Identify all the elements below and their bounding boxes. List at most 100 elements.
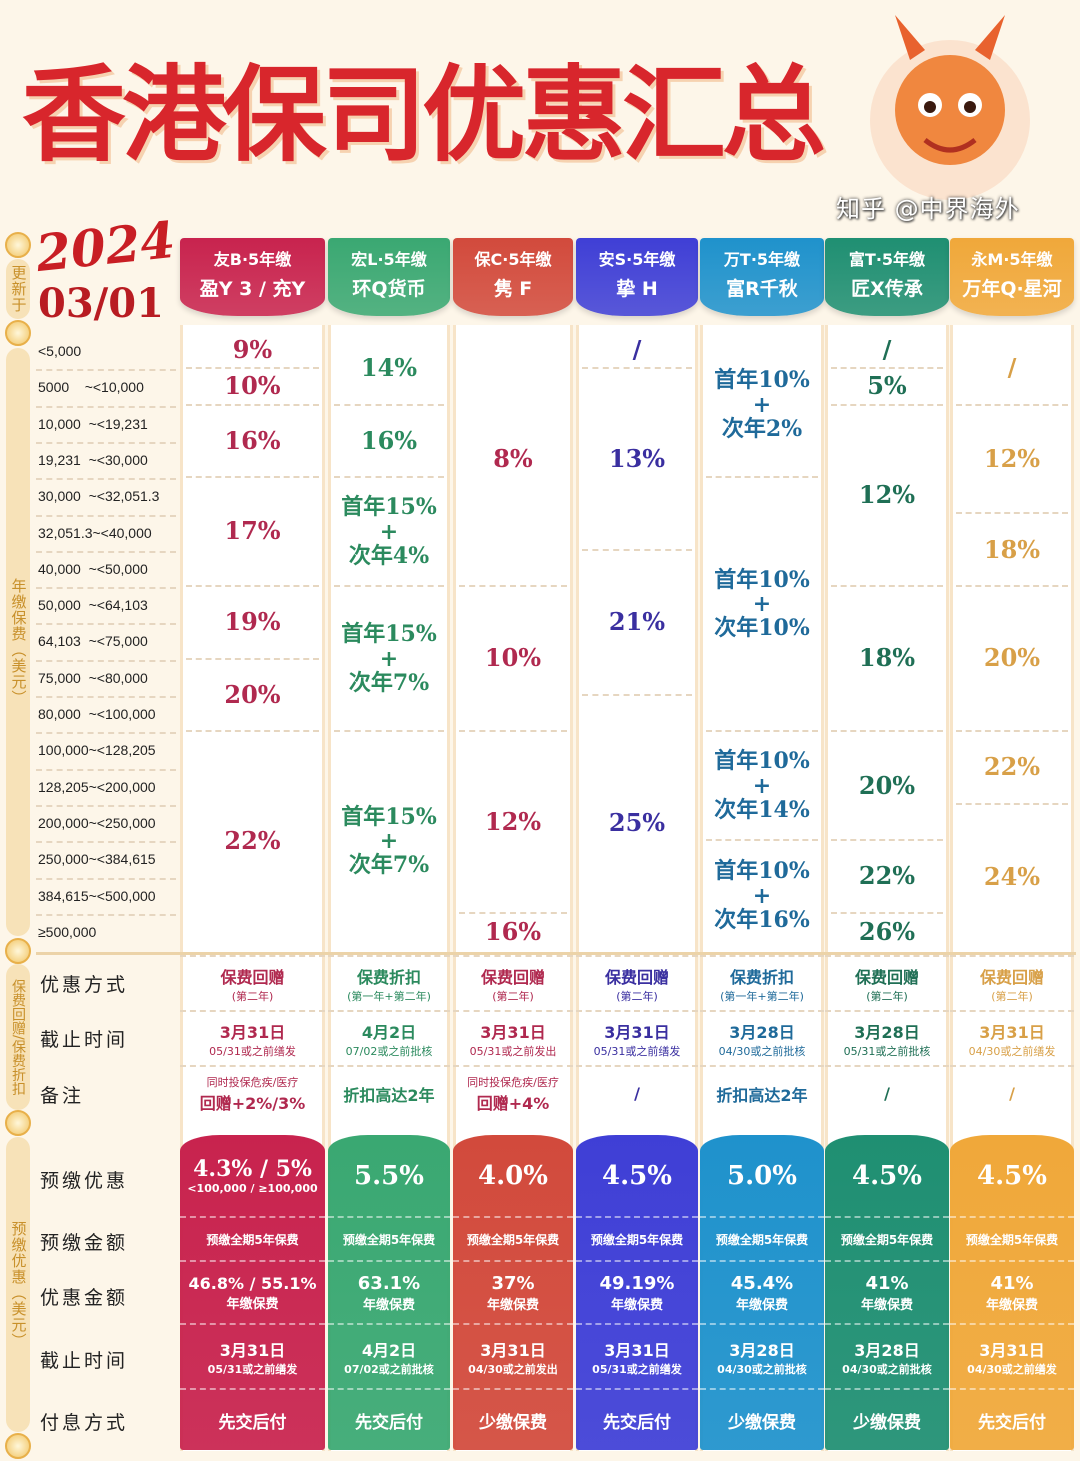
product-plan: 环Q货币 xyxy=(352,278,426,300)
tier-divider xyxy=(36,768,176,771)
prepay-amount-text: 预缴全期5年保费 xyxy=(715,1232,809,1247)
tier-label: 30,000 ~<32,051.3 xyxy=(38,488,160,505)
prepay-amount: 预缴全期5年保费 xyxy=(700,1218,824,1262)
product-plan: 挚 H xyxy=(616,278,658,300)
offer-type: 保费回赠 (第二年) xyxy=(180,955,325,1010)
prepay-benefit-text: 年缴保费 xyxy=(486,1297,539,1313)
prepay-benefit: 45.4% 年缴保费 xyxy=(700,1262,824,1325)
tier-rate-cell: 13% xyxy=(582,369,692,551)
prepay-payout: 先交后付 xyxy=(180,1390,325,1450)
offer-remark: 同时投保危疾/医疗回赠+4% xyxy=(453,1065,573,1120)
offer-remark-main: 折扣高达2年 xyxy=(716,1085,808,1105)
prepay-benefit-text: 46.8% / 55.1% xyxy=(188,1273,317,1293)
prepay-rate-text: 4.5% xyxy=(602,1160,672,1191)
tier-divider xyxy=(36,550,176,553)
prepay-deadline-text: 05/31或之前缮发 xyxy=(207,1362,298,1376)
prepay-benefit: 37% 年缴保费 xyxy=(453,1262,573,1325)
prepay-benefit: 49.19% 年缴保费 xyxy=(576,1262,698,1325)
prepay-payout: 少缴保费 xyxy=(453,1390,573,1450)
prepay-card: 4.5% 预缴全期5年保费 41% 年缴保费 3月31日 04/30或之前缮发 先交后付 xyxy=(950,1135,1074,1450)
prepay-rate-text: 4.3% / 5% xyxy=(193,1156,312,1182)
prepay-deadline: 4月2日 07/02或之前批核 xyxy=(328,1325,450,1390)
prepay-amount-text: 预缴全期5年保费 xyxy=(590,1232,684,1247)
offer-deadline-note: 07/02或之前批核 xyxy=(345,1044,433,1058)
offer-remark-main: / xyxy=(884,1084,890,1103)
tier-label: 40,000 ~<50,000 xyxy=(38,560,148,577)
prepay-rate: 4.5% xyxy=(825,1135,949,1218)
offers-section-label: 保费回赠/保费折扣 xyxy=(6,964,30,1110)
offer-deadline-note: 05/31或之前缮发 xyxy=(209,1044,296,1058)
prepay-amount: 预缴全期5年保费 xyxy=(453,1218,573,1262)
offer-type-main: 保费回赠 xyxy=(220,967,285,987)
offer-deadline-main: 4月2日 xyxy=(361,1022,417,1042)
prepay-rate-text: 5.5% xyxy=(354,1160,424,1191)
update-date: 03/01 xyxy=(38,280,164,327)
tier-label: 80,000 ~<100,000 xyxy=(38,706,156,722)
prepay-deadline-text: 3月31日 xyxy=(979,1340,1045,1360)
prepay-card: 5.0% 预缴全期5年保费 45.4% 年缴保费 3月28日 04/30或之前批核 少缴保费 xyxy=(700,1135,824,1450)
tier-label: 75,000 ~<80,000 xyxy=(38,669,148,686)
tier-rate-cell: 14% xyxy=(334,333,444,406)
offer-deadline-main: 3月28日 xyxy=(854,1022,920,1042)
tier-divider xyxy=(36,659,176,662)
product-header: 保C·5年缴隽 F xyxy=(453,238,573,316)
prepay-card: 5.5% 预缴全期5年保费 63.1% 年缴保费 4月2日 07/02或之前批核 先交后付 xyxy=(328,1135,450,1450)
offer-type-main: 保费回赠 xyxy=(604,967,669,987)
prepay-amount-text: 预缴全期5年保费 xyxy=(342,1232,436,1247)
tier-divider xyxy=(36,913,176,916)
prepay-payout: 先交后付 xyxy=(328,1390,450,1450)
offer-deadline-main: 3月31日 xyxy=(480,1022,546,1042)
tier-rate-cell: 首年10% + 次年2% xyxy=(706,333,818,479)
offer-deadline: 3月28日 05/31或之前批核 xyxy=(825,1010,949,1065)
tier-label: 384,615~<500,000 xyxy=(38,887,156,904)
prepay-deadline: 3月31日 04/30或之前缮发 xyxy=(950,1325,1074,1390)
offer-remark: / xyxy=(576,1065,698,1120)
offer-deadline: 4月2日 07/02或之前批核 xyxy=(328,1010,450,1065)
prepay-rate-text: 4.0% xyxy=(478,1160,548,1191)
offer-type-note: (第二年) xyxy=(991,989,1033,1003)
prepay-payout-text: 先交后付 xyxy=(218,1412,287,1433)
offer-type: 保费回赠 (第二年) xyxy=(576,955,698,1010)
offer-type: 保费回赠 (第二年) xyxy=(825,955,949,1010)
page-title: 香港保司优惠汇总 xyxy=(22,54,826,176)
prepay-benefit-text: 年缴保费 xyxy=(860,1297,913,1313)
prepay-benefit-text: 年缴保费 xyxy=(226,1296,279,1312)
prepay-amount: 预缴全期5年保费 xyxy=(825,1218,949,1262)
prepay-label-payout: 付息方式 xyxy=(40,1412,129,1434)
offer-type: 保费折扣 (第一年+第二年) xyxy=(328,955,450,1010)
product-plan: 匠X传承 xyxy=(851,278,923,300)
prepay-deadline-text: 04/30或之前发出 xyxy=(468,1362,558,1376)
annual-premium-section-label: 年缴保费（美元） xyxy=(6,348,30,936)
offer-deadline: 3月28日 04/30或之前批核 xyxy=(700,1010,824,1065)
prepay-label-rate: 预缴优惠 xyxy=(40,1170,129,1192)
offer-remark: / xyxy=(950,1065,1074,1120)
prepay-benefit-text: 41% xyxy=(865,1272,909,1294)
tier-divider xyxy=(36,841,176,844)
prepay-benefit: 41% 年缴保费 xyxy=(950,1262,1074,1325)
tier-label: 100,000~<128,205 xyxy=(38,742,156,759)
tier-label: 250,000~<384,615 xyxy=(38,851,156,868)
tier-label: 32,051.3~<40,000 xyxy=(38,524,152,541)
tier-label: 128,205~<200,000 xyxy=(38,778,156,795)
tier-divider xyxy=(36,696,176,698)
offer-type-note: (第二年) xyxy=(866,989,908,1003)
tier-rate-cell: 首年10% + 次年16% xyxy=(714,858,810,933)
prepay-deadline-text: 3月28日 xyxy=(729,1340,795,1360)
offer-remark-note: 同时投保危疾/医疗 xyxy=(467,1075,559,1089)
prepay-card: 4.0% 预缴全期5年保费 37% 年缴保费 3月31日 04/30或之前发出 少缴保费 xyxy=(453,1135,573,1450)
tier-divider xyxy=(36,405,176,408)
product-company: 宏L·5年缴 xyxy=(351,250,427,269)
tier-rate-cell: 10% xyxy=(186,369,319,406)
prepay-deadline: 3月31日 05/31或之前缮发 xyxy=(576,1325,698,1390)
tier-label: 64,103 ~<75,000 xyxy=(38,633,148,650)
prepay-amount: 预缴全期5年保费 xyxy=(950,1218,1074,1262)
prepay-deadline-text: 3月31日 xyxy=(219,1340,286,1360)
prepay-deadline-text: 04/30或之前批核 xyxy=(842,1362,932,1376)
prepay-deadline: 3月28日 04/30或之前批核 xyxy=(825,1325,949,1390)
prepay-benefit-text: 37% xyxy=(491,1272,535,1294)
prepay-benefit: 46.8% / 55.1% 年缴保费 xyxy=(180,1262,325,1325)
offer-deadline-note: 05/31或之前发出 xyxy=(469,1044,557,1058)
prepay-benefit: 63.1% 年缴保费 xyxy=(328,1262,450,1325)
coin-icon xyxy=(5,1433,31,1459)
offer-remark-main: 回赠+4% xyxy=(476,1093,550,1113)
